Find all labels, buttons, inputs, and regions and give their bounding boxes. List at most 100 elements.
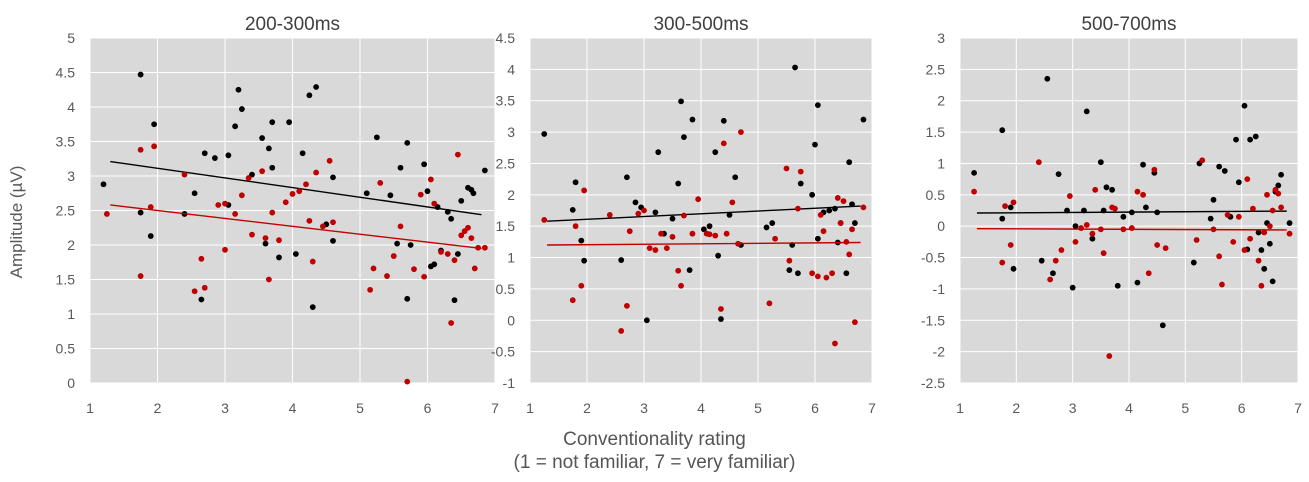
red-data-point — [681, 212, 687, 219]
red-data-point — [103, 211, 110, 217]
black-data-point — [581, 257, 588, 264]
x-tick-label: 1 — [526, 400, 534, 416]
red-data-point — [783, 165, 790, 172]
black-data-point — [849, 201, 855, 208]
red-data-point — [1250, 205, 1256, 212]
y-tick-label: 4.5 — [56, 65, 76, 81]
red-data-point — [259, 168, 266, 175]
red-data-point — [1066, 193, 1073, 199]
x-tick-label: 5 — [356, 400, 364, 416]
y-tick-label: 1.5 — [496, 218, 516, 234]
red-data-point — [222, 200, 228, 207]
red-data-point — [837, 220, 844, 226]
red-data-point — [390, 253, 397, 259]
black-data-point — [1055, 171, 1062, 178]
black-data-point — [394, 240, 401, 247]
black-data-point — [1140, 161, 1146, 168]
red-data-point — [448, 320, 455, 326]
charts: 00.511.522.533.544.551 2 3 4 5 6 7200-300ms-1-… — [56, 14, 1303, 416]
black-data-point — [407, 242, 414, 248]
red-data-point — [658, 230, 664, 237]
black-data-point — [792, 64, 798, 71]
black-data-point — [330, 174, 336, 181]
red-data-point — [814, 273, 821, 280]
red-data-point — [417, 191, 424, 198]
red-data-point — [999, 259, 1006, 266]
black-data-point — [262, 240, 269, 247]
black-data-point — [678, 98, 684, 105]
red-data-point — [1199, 157, 1206, 164]
x-tick-label: 4 — [1125, 400, 1133, 416]
black-data-point — [1190, 259, 1197, 266]
red-data-point — [421, 273, 428, 280]
black-data-point — [100, 181, 107, 188]
black-data-point — [299, 150, 306, 157]
red-data-point — [451, 257, 458, 264]
red-data-point — [1224, 211, 1231, 218]
black-trendline — [110, 160, 482, 216]
y-tick-label: -2 — [933, 344, 946, 360]
red-data-point — [1106, 353, 1113, 359]
y-tick-label: 0.5 — [926, 187, 946, 203]
black-data-point — [1072, 223, 1079, 230]
y-tick-label: 2 — [937, 93, 945, 109]
red-data-point — [720, 140, 727, 147]
black-data-point — [373, 134, 380, 141]
red-data-point — [269, 209, 276, 216]
red-data-point — [191, 288, 198, 295]
black-data-point — [147, 233, 154, 239]
y-tick-label: -0.5 — [491, 344, 515, 360]
red-data-point — [635, 210, 642, 217]
red-data-point — [1258, 282, 1265, 289]
y-tick-label: 3.5 — [56, 134, 76, 150]
red-data-point — [1035, 159, 1042, 166]
red-data-point — [427, 176, 434, 183]
black-data-point — [1210, 196, 1217, 203]
black-data-point — [330, 237, 336, 244]
red-data-point — [306, 217, 313, 224]
red-data-point — [137, 273, 144, 279]
y-tick-label: -0.5 — [921, 250, 945, 266]
y-tick-label: 1.5 — [56, 272, 76, 288]
black-data-point — [286, 119, 293, 126]
red-data-point — [581, 187, 588, 194]
y-tick-label: 5 — [67, 30, 75, 46]
black-data-point — [1069, 284, 1076, 291]
y-tick-label: 4 — [507, 61, 515, 77]
red-data-point — [860, 204, 867, 211]
red-data-point — [1100, 250, 1107, 257]
x-tick-label: 1 — [86, 400, 94, 416]
black-data-point — [689, 116, 696, 123]
red-data-point — [1235, 213, 1242, 220]
black-data-point — [786, 267, 793, 273]
black-data-point — [1278, 171, 1284, 178]
black-data-point — [259, 135, 266, 141]
y-tick-label: -1.5 — [921, 312, 945, 328]
black-data-point — [137, 209, 144, 216]
y-tick-label: 0 — [937, 218, 945, 234]
black-data-point — [1286, 220, 1293, 226]
red-data-point — [458, 232, 465, 239]
black-data-point — [569, 206, 576, 213]
black-data-point — [999, 127, 1006, 134]
black-data-point — [1252, 133, 1259, 140]
red-data-point — [245, 175, 252, 181]
red-data-point — [384, 273, 390, 279]
y-tick-label: 1.5 — [926, 124, 946, 140]
red-data-point — [840, 198, 847, 204]
black-data-point — [655, 149, 662, 156]
black-data-point — [458, 197, 465, 204]
black-data-point — [363, 190, 370, 197]
black-data-point — [652, 209, 659, 216]
black-data-point — [726, 211, 733, 218]
black-data-point — [541, 131, 548, 137]
black-data-point — [795, 270, 801, 277]
red-data-point — [1219, 281, 1225, 288]
red-data-point — [675, 267, 682, 274]
black-data-point — [971, 169, 977, 176]
black-data-point — [618, 257, 625, 263]
red-data-point — [147, 204, 154, 210]
black-data-point — [675, 180, 682, 187]
red-data-point — [626, 228, 633, 235]
